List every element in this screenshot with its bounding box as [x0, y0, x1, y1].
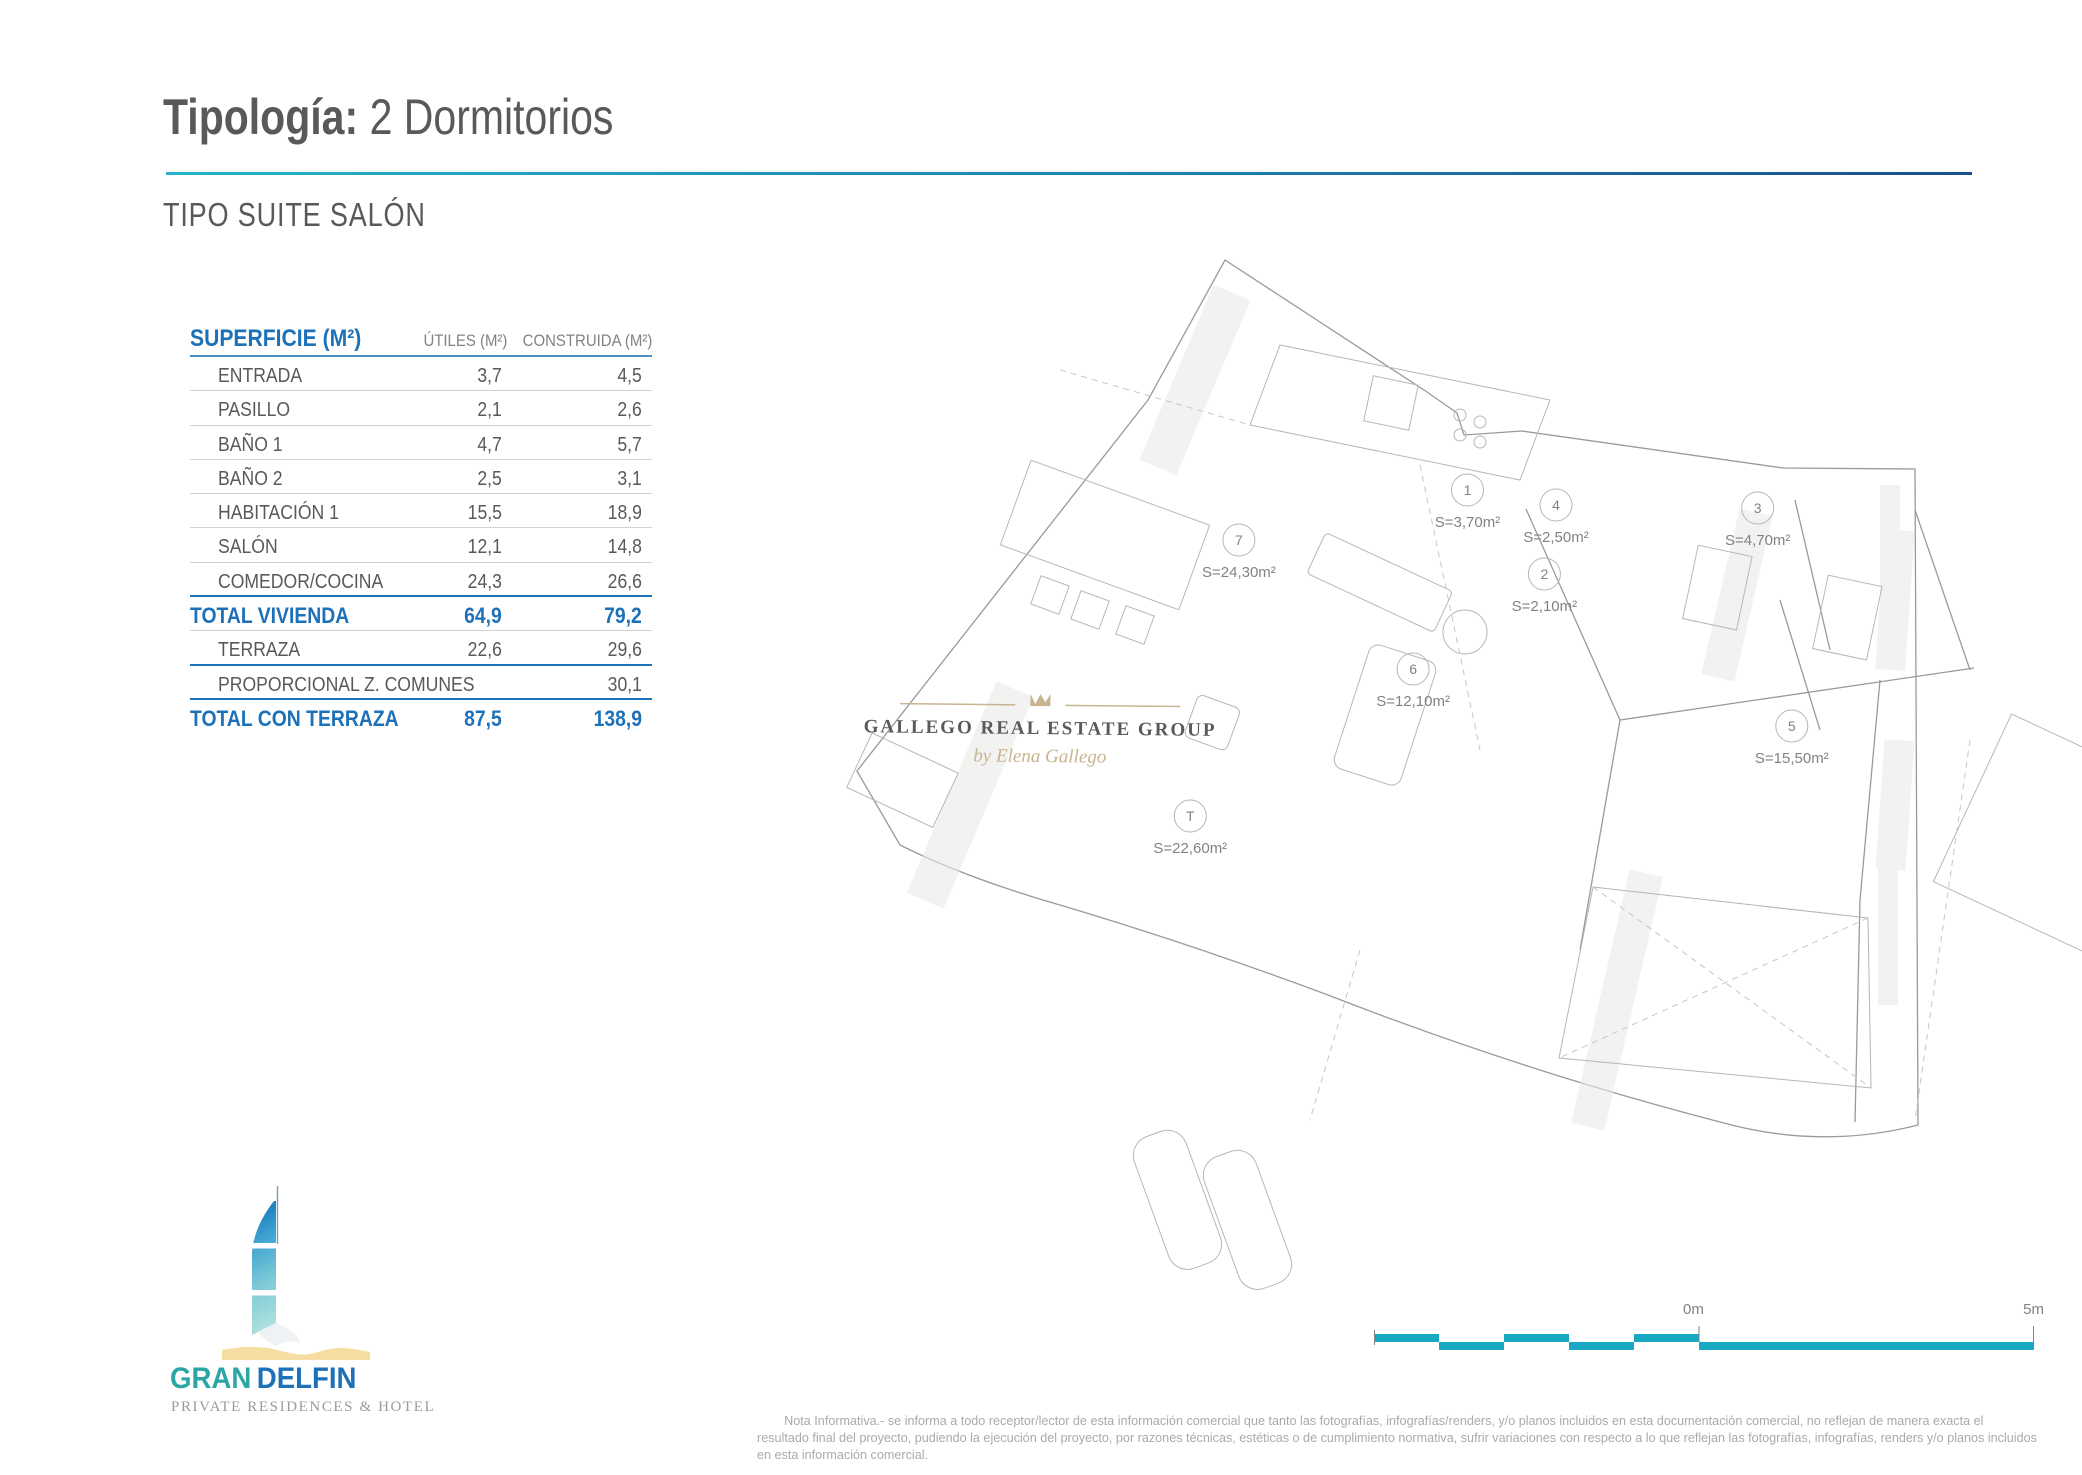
svg-text:3: 3: [1754, 500, 1762, 516]
svg-text:T: T: [1186, 808, 1195, 824]
svg-text:S=12,10m²: S=12,10m²: [1376, 693, 1450, 710]
svg-text:GALLEGO REAL ESTATE GROUP: GALLEGO REAL ESTATE GROUP: [864, 716, 1217, 741]
svg-text:S=15,50m²: S=15,50m²: [1755, 750, 1829, 767]
svg-text:by Elena Gallego: by Elena Gallego: [973, 745, 1106, 767]
svg-text:S=2,10m²: S=2,10m²: [1512, 598, 1577, 615]
svg-text:2: 2: [1541, 566, 1549, 582]
svg-text:7: 7: [1235, 532, 1243, 548]
svg-text:6: 6: [1409, 661, 1417, 677]
svg-text:4: 4: [1552, 497, 1560, 513]
svg-text:1: 1: [1464, 482, 1472, 498]
svg-text:S=2,50m²: S=2,50m²: [1523, 529, 1588, 546]
svg-text:5: 5: [1788, 718, 1796, 734]
svg-text:S=4,70m²: S=4,70m²: [1725, 532, 1790, 549]
svg-text:S=22,60m²: S=22,60m²: [1153, 840, 1227, 857]
svg-text:S=3,70m²: S=3,70m²: [1435, 514, 1500, 531]
svg-text:S=24,30m²: S=24,30m²: [1202, 564, 1276, 581]
